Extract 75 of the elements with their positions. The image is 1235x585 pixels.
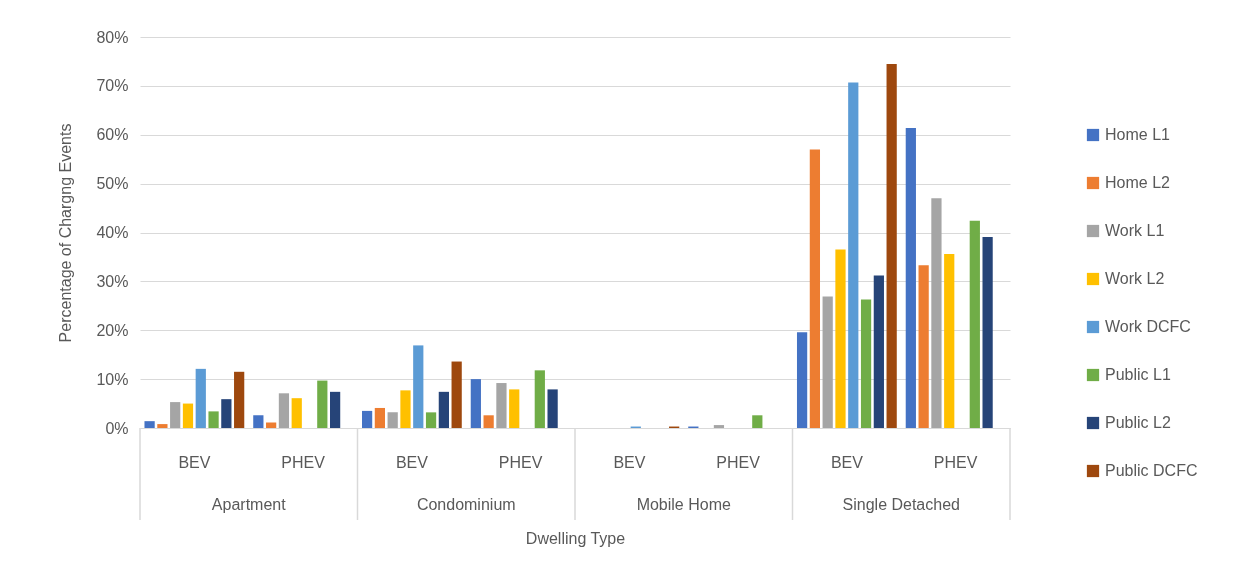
- legend-label: Public DCFC: [1105, 462, 1198, 479]
- legend-label: Public L1: [1105, 366, 1171, 383]
- legend-label: Work L2: [1105, 270, 1165, 287]
- text: Mobile Home: [636, 496, 731, 513]
- y-axis-title: Percentage of Chargng Events: [57, 123, 75, 343]
- bar: [873, 275, 884, 428]
- bar: [713, 425, 725, 428]
- bar: [752, 415, 763, 428]
- x-tick-label: BEV: [613, 453, 646, 471]
- bar: [374, 407, 386, 428]
- bar: [221, 399, 232, 428]
- bar: [278, 393, 290, 428]
- bar: [918, 265, 929, 428]
- bar: [317, 380, 328, 428]
- bar: [905, 127, 916, 428]
- bar: [266, 422, 277, 428]
- bar: [195, 368, 206, 428]
- x-tick-label: BEV: [395, 453, 429, 471]
- bar: [483, 415, 494, 428]
- text: Condominium: [416, 496, 516, 513]
- x-tick-label: PHEV: [933, 453, 978, 471]
- bar: [234, 371, 245, 428]
- bar: [425, 412, 437, 428]
- bar: [944, 254, 955, 428]
- bar: [969, 220, 980, 428]
- bar: [835, 249, 846, 428]
- y-tick-label: 10%: [96, 370, 129, 388]
- bar: [400, 390, 411, 428]
- x-tick-label: BEV: [830, 453, 864, 471]
- y-tick-label: 70%: [96, 77, 129, 95]
- bar: [547, 389, 558, 428]
- legend-label: Work DCFC: [1105, 318, 1191, 335]
- bar: [796, 332, 808, 428]
- bar: [361, 410, 373, 428]
- bar: [931, 198, 942, 428]
- bar: [470, 379, 481, 428]
- bar: [534, 370, 545, 428]
- y-tick-label: 80%: [96, 28, 129, 46]
- x-tick-label: PHEV: [281, 453, 326, 471]
- legend-label: Home L1: [1105, 126, 1171, 143]
- bar: [157, 424, 168, 428]
- bar: [253, 415, 264, 428]
- bar: [413, 345, 424, 428]
- bar: [438, 391, 449, 428]
- bar: [208, 411, 219, 428]
- bar: [496, 383, 507, 428]
- bar: [387, 412, 398, 428]
- y-tick-label: 0%: [105, 419, 129, 437]
- bar: [291, 398, 302, 428]
- bar: [886, 63, 897, 428]
- x-tick-label: PHEV: [498, 453, 543, 471]
- y-tick-label: 40%: [96, 224, 129, 241]
- y-tick-label: 50%: [96, 175, 129, 193]
- bar: [860, 299, 872, 428]
- x-tick-label: BEV: [178, 453, 211, 471]
- legend-label: Home L2: [1105, 174, 1171, 191]
- text: Apartment: [211, 496, 287, 513]
- bar: [822, 296, 833, 428]
- x-tick-label: PHEV: [716, 453, 761, 471]
- y-tick-label: 60%: [96, 126, 129, 144]
- bar: [329, 391, 341, 428]
- y-tick-label: 20%: [96, 321, 129, 339]
- bar: [170, 402, 181, 428]
- bar: [848, 82, 859, 428]
- bar: [144, 421, 155, 428]
- y-tick-label: 30%: [96, 272, 129, 290]
- legend-label: Work L1: [1105, 222, 1165, 239]
- bar: [509, 389, 520, 428]
- text: Single Detached: [842, 496, 960, 513]
- bar: [182, 403, 194, 428]
- x-axis-title: Dwelling Type: [525, 529, 626, 547]
- legend-label: Public L2: [1105, 414, 1171, 431]
- bar: [451, 361, 462, 428]
- bar: [809, 149, 821, 428]
- bar: [982, 236, 993, 428]
